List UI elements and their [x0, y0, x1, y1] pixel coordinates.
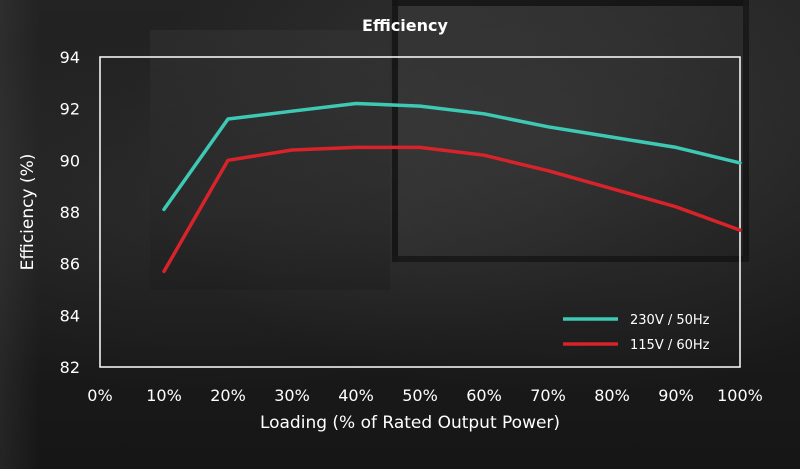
x-tick-label: 30%: [274, 386, 310, 405]
x-tick-label: 90%: [658, 386, 694, 405]
background-monitor: [392, 0, 749, 262]
y-tick-label: 84: [60, 306, 80, 325]
y-axis-label: Efficiency (%): [18, 154, 38, 271]
y-tick-label: 94: [60, 48, 80, 67]
x-tick-label: 0%: [87, 386, 112, 405]
series-line-230v: [162, 101, 742, 212]
x-tick-label: 10%: [146, 386, 182, 405]
x-tick-label: 70%: [530, 386, 566, 405]
series-lines: [162, 101, 742, 274]
legend-label: 115V / 60Hz: [630, 338, 710, 353]
y-tick-label: 90: [60, 151, 80, 170]
legend: 230V / 50Hz 115V / 60Hz: [563, 313, 710, 353]
plot-area: [99, 56, 741, 368]
y-tick-label: 82: [60, 358, 80, 377]
x-tick-label: 40%: [338, 386, 374, 405]
y-tick-label: 92: [60, 100, 80, 119]
x-axis-label: Loading (% of Rated Output Power): [260, 413, 560, 433]
x-axis-ticks: 0% 10% 20% 30% 40% 50% 60% 70% 80% 90% 100%: [87, 386, 763, 405]
x-tick-label: 20%: [210, 386, 246, 405]
y-tick-label: 88: [60, 203, 80, 222]
background-left-panel: [0, 0, 40, 469]
x-tick-label: 100%: [717, 386, 763, 405]
legend-label: 230V / 50Hz: [630, 313, 710, 328]
series-line-115v: [162, 145, 742, 274]
y-tick-label: 86: [60, 255, 80, 274]
y-axis-ticks: 82 84 86 88 90 92 94: [60, 48, 80, 377]
chart-title: Efficiency: [362, 16, 448, 35]
background-pc-case: [150, 30, 390, 290]
x-tick-label: 80%: [594, 386, 630, 405]
x-tick-label: 50%: [402, 386, 438, 405]
x-tick-label: 60%: [466, 386, 502, 405]
